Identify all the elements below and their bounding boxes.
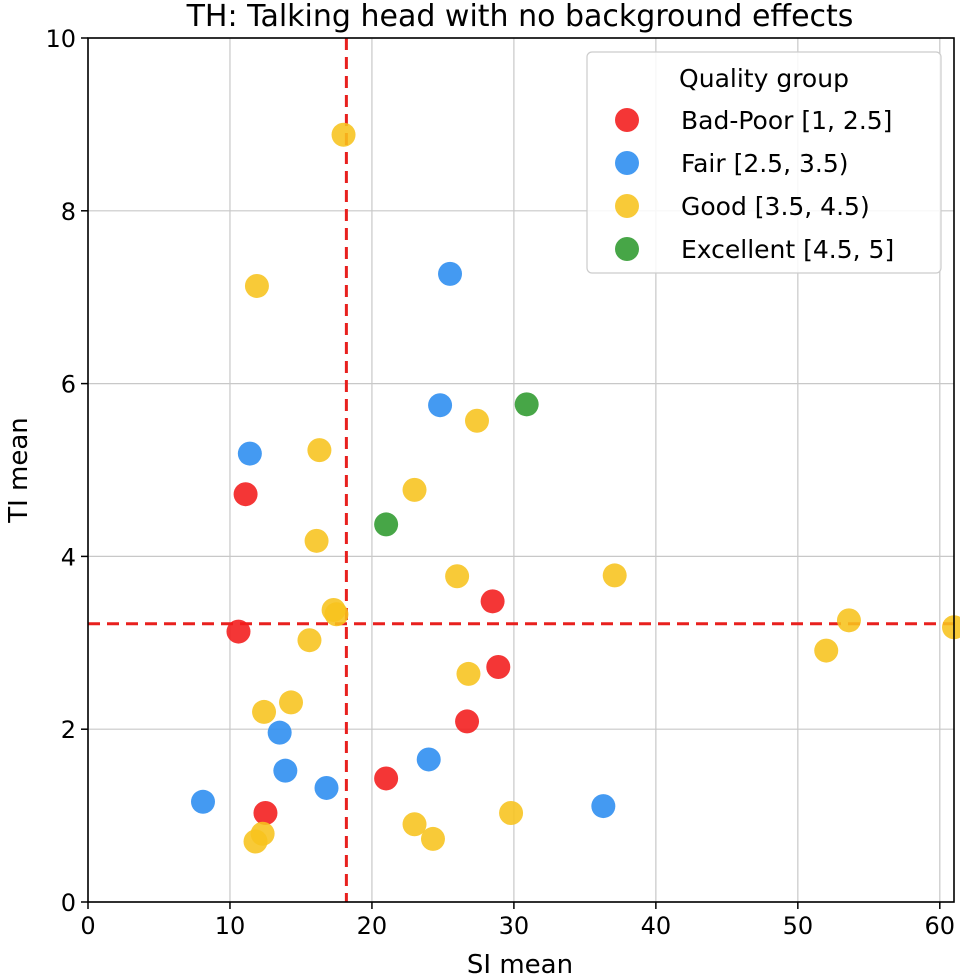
data-points <box>190 122 960 854</box>
legend-box <box>586 51 942 274</box>
x-axis-label: SI mean <box>467 950 573 979</box>
data-point <box>455 709 480 734</box>
data-point <box>314 775 339 800</box>
x-tick-label: 50 <box>783 912 814 940</box>
x-tick-label: 30 <box>499 912 530 940</box>
chart-title: TH: Talking head with no background effe… <box>186 0 854 34</box>
y-tick-label: 4 <box>61 543 76 571</box>
data-point <box>244 273 269 298</box>
legend-label: Good [3.5, 4.5) <box>681 192 870 221</box>
data-point <box>237 441 262 466</box>
data-point <box>233 482 258 507</box>
data-point <box>226 619 251 644</box>
data-point <box>273 758 298 783</box>
y-axis-label: TI mean <box>4 417 34 524</box>
data-point <box>602 563 627 588</box>
data-point <box>374 766 399 791</box>
data-point <box>374 512 399 537</box>
y-tick-label: 8 <box>61 198 76 226</box>
axis-ticks: 0 10 20 30 40 50 60 0 2 4 6 8 10 <box>45 25 955 940</box>
data-point <box>456 661 481 686</box>
x-tick-label: 20 <box>357 912 388 940</box>
data-point <box>243 829 268 854</box>
data-point <box>438 261 463 286</box>
data-point <box>307 438 332 463</box>
legend-marker <box>615 194 639 218</box>
data-point <box>253 801 278 826</box>
y-tick-label: 0 <box>61 889 76 917</box>
data-point <box>514 392 539 417</box>
plot-frame <box>87 37 955 903</box>
data-point <box>836 608 861 633</box>
data-point <box>324 602 349 627</box>
data-point <box>480 589 505 614</box>
data-point <box>416 747 441 772</box>
legend-marker <box>615 151 639 175</box>
x-tick-label: 60 <box>925 912 956 940</box>
legend-items: Bad-Poor [1, 2.5] Fair [2.5, 3.5) Good [3.… <box>615 106 894 264</box>
x-tick-label: 10 <box>215 912 246 940</box>
data-point <box>814 638 839 663</box>
legend-marker <box>615 237 639 261</box>
data-point <box>297 628 322 653</box>
data-point <box>499 801 524 826</box>
data-point <box>464 408 489 433</box>
legend-label: Fair [2.5, 3.5) <box>681 149 849 178</box>
data-point <box>252 699 277 724</box>
data-point <box>304 528 329 553</box>
data-point <box>486 654 511 679</box>
data-point <box>190 789 215 814</box>
data-point <box>428 393 453 418</box>
y-tick-label: 10 <box>45 25 76 53</box>
data-point <box>942 615 960 640</box>
data-point <box>420 826 445 851</box>
x-tick-label: 40 <box>641 912 672 940</box>
data-point <box>331 122 356 147</box>
legend-marker <box>615 108 639 132</box>
data-point <box>279 690 304 715</box>
data-point <box>591 794 616 819</box>
data-point <box>402 812 427 837</box>
y-tick-label: 6 <box>61 371 76 399</box>
data-point <box>267 720 292 745</box>
y-tick-label: 2 <box>61 716 76 744</box>
x-tick-label: 0 <box>80 912 95 940</box>
legend-label: Excellent [4.5, 5] <box>681 235 894 264</box>
legend-title: Quality group <box>679 64 849 93</box>
data-point <box>445 564 470 589</box>
data-point <box>402 477 427 502</box>
legend-label: Bad-Poor [1, 2.5] <box>681 106 892 135</box>
legend: Quality group Bad-Poor [1, 2.5] Fair [2.5… <box>586 51 942 274</box>
